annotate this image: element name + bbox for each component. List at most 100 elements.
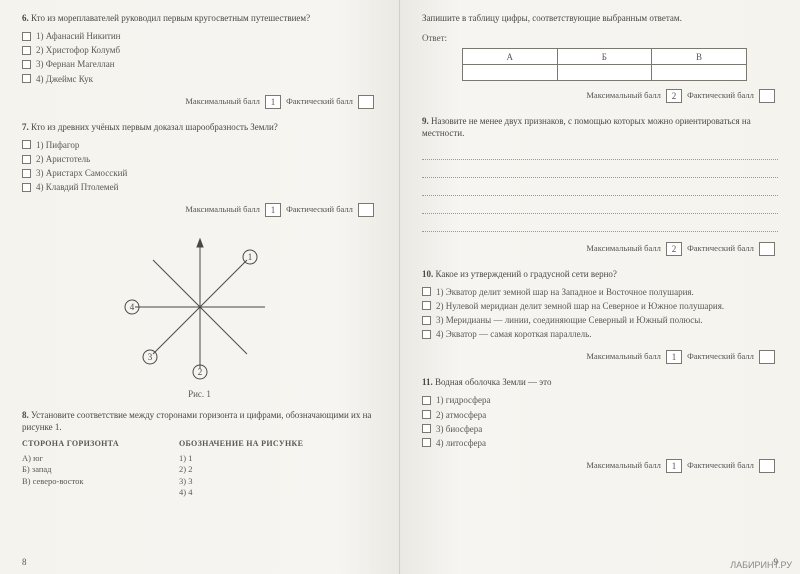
write-line[interactable]: [422, 182, 778, 196]
q6-opt-4: 4) Джеймс Кук: [36, 73, 93, 85]
max-score-label: Максимальный балл: [586, 90, 660, 100]
match-right-item: 1) 1: [179, 453, 303, 464]
q11-opt-3: 3) биосфера: [436, 423, 482, 435]
max-score-box: 2: [666, 89, 682, 103]
max-score-box: 1: [666, 459, 682, 473]
q6-num: 6.: [22, 13, 29, 23]
score-row-q7: Максимальный балл 1 Фактический балл: [22, 203, 377, 217]
q10-text: Какое из утверждений о градусной сети ве…: [436, 269, 617, 279]
diagram-label-4: 4: [129, 302, 134, 312]
write-line[interactable]: [422, 164, 778, 178]
fact-score-box[interactable]: [759, 459, 775, 473]
write-line[interactable]: [422, 218, 778, 232]
answer-table-header-b: Б: [557, 49, 652, 65]
q10-opt-2: 2) Нулевой меридиан делит земной шар на …: [436, 300, 724, 312]
checkbox[interactable]: [422, 438, 431, 447]
page-left: 6. Кто из мореплавателей руководил первы…: [0, 0, 400, 574]
match-left-item: В) северо-восток: [22, 476, 119, 487]
match-right-item: 3) 3: [179, 476, 303, 487]
q7-opt-3: 3) Аристарх Самосский: [36, 167, 127, 179]
figure-caption: Рис. 1: [22, 388, 377, 400]
answer-label: Ответ:: [422, 32, 778, 44]
fact-score-label: Фактический балл: [687, 460, 754, 470]
max-score-label: Максимальный балл: [586, 351, 660, 361]
question-7: 7. Кто из древних учёных первым доказал …: [22, 121, 377, 194]
q8-num: 8.: [22, 410, 29, 420]
answer-table-header-a: А: [463, 49, 558, 65]
fact-score-box[interactable]: [358, 203, 374, 217]
q11-opt-2: 2) атмосфера: [436, 409, 486, 421]
checkbox[interactable]: [22, 60, 31, 69]
fact-score-box[interactable]: [759, 350, 775, 364]
fact-score-box[interactable]: [358, 95, 374, 109]
fact-score-box[interactable]: [759, 89, 775, 103]
write-line[interactable]: [422, 146, 778, 160]
match-right-col: ОБОЗНАЧЕНИЕ НА РИСУНКЕ 1) 1 2) 2 3) 3 4)…: [179, 439, 303, 499]
checkbox[interactable]: [422, 396, 431, 405]
answer-cell[interactable]: [463, 65, 558, 81]
q11-opt-1: 1) гидросфера: [436, 394, 490, 406]
match-right-header: ОБОЗНАЧЕНИЕ НА РИСУНКЕ: [179, 439, 303, 450]
score-row-q11: Максимальный балл 1 Фактический балл: [422, 459, 778, 473]
fact-score-label: Фактический балл: [687, 90, 754, 100]
diagram-label-3: 3: [147, 352, 152, 362]
fact-score-label: Фактический балл: [687, 351, 754, 361]
max-score-label: Максимальный балл: [185, 96, 259, 106]
checkbox[interactable]: [22, 169, 31, 178]
fact-score-label: Фактический балл: [687, 243, 754, 253]
answer-cell[interactable]: [557, 65, 652, 81]
checkbox[interactable]: [422, 316, 431, 325]
match-left-item: А) юг: [22, 453, 119, 464]
match-left-col: СТОРОНА ГОРИЗОНТА А) юг Б) запад В) севе…: [22, 439, 119, 499]
q10-opt-4: 4) Экватор — самая короткая параллель.: [436, 328, 591, 340]
answer-table: А Б В: [462, 48, 747, 81]
match-right-item: 2) 2: [179, 464, 303, 475]
checkbox[interactable]: [422, 410, 431, 419]
checkbox[interactable]: [22, 183, 31, 192]
checkbox[interactable]: [422, 424, 431, 433]
score-row-q8: Максимальный балл 2 Фактический балл: [422, 89, 778, 103]
max-score-label: Максимальный балл: [586, 460, 660, 470]
fact-score-box[interactable]: [759, 242, 775, 256]
fact-score-label: Фактический балл: [286, 204, 353, 214]
q7-opt-1: 1) Пифагор: [36, 139, 79, 151]
diagram-label-1: 1: [247, 252, 252, 262]
q10-num: 10.: [422, 269, 433, 279]
write-line[interactable]: [422, 200, 778, 214]
q7-opt-2: 2) Аристотель: [36, 153, 90, 165]
question-11: 11. Водная оболочка Земли — это 1) гидро…: [422, 376, 778, 449]
checkbox[interactable]: [22, 155, 31, 164]
question-6: 6. Кто из мореплавателей руководил первы…: [22, 12, 377, 85]
q11-opt-4: 4) литосфера: [436, 437, 486, 449]
max-score-box: 2: [666, 242, 682, 256]
compass-diagram: 1 2 3 4: [115, 229, 285, 384]
q7-num: 7.: [22, 122, 29, 132]
checkbox[interactable]: [22, 32, 31, 41]
page-right: Запишите в таблицу цифры, соответствующи…: [400, 0, 800, 574]
watermark: ЛАБИРИНТ.РУ: [730, 560, 792, 570]
q9-num: 9.: [422, 116, 429, 126]
checkbox[interactable]: [22, 140, 31, 149]
q6-opt-2: 2) Христофор Колумб: [36, 44, 120, 56]
checkbox[interactable]: [422, 330, 431, 339]
intro-text: Запишите в таблицу цифры, соответствующи…: [422, 12, 778, 24]
q11-text: Водная оболочка Земли — это: [435, 377, 551, 387]
score-row-q6: Максимальный балл 1 Фактический балл: [22, 95, 377, 109]
max-score-label: Максимальный балл: [185, 204, 259, 214]
answer-cell[interactable]: [652, 65, 747, 81]
q6-opt-3: 3) Фернан Магеллан: [36, 58, 115, 70]
q8-text: Установите соответствие между сторонами …: [22, 410, 371, 432]
checkbox[interactable]: [422, 301, 431, 310]
q7-opt-4: 4) Клавдий Птолемей: [36, 181, 118, 193]
max-score-box: 1: [265, 203, 281, 217]
max-score-box: 1: [265, 95, 281, 109]
question-9: 9. Назовите не менее двух признаков, с п…: [422, 115, 778, 231]
checkbox[interactable]: [22, 74, 31, 83]
match-left-header: СТОРОНА ГОРИЗОНТА: [22, 439, 119, 450]
q7-text: Кто из древних учёных первым доказал шар…: [31, 122, 278, 132]
checkbox[interactable]: [422, 287, 431, 296]
max-score-label: Максимальный балл: [586, 243, 660, 253]
q6-opt-1: 1) Афанасий Никитин: [36, 30, 121, 42]
answer-table-header-v: В: [652, 49, 747, 65]
checkbox[interactable]: [22, 46, 31, 55]
